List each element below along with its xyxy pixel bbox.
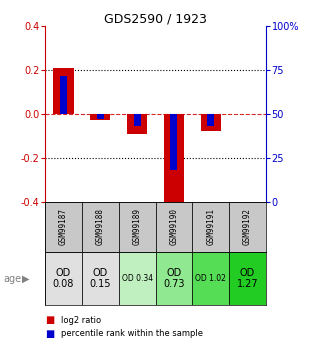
Bar [90,114,110,120]
Text: log2 ratio: log2 ratio [61,316,101,325]
Text: OD
0.08: OD 0.08 [53,268,74,289]
Text: GSM99188: GSM99188 [96,208,105,245]
Text: OD 0.34: OD 0.34 [122,274,153,283]
Bar [164,114,184,208]
Bar [229,252,266,305]
Text: GSM99189: GSM99189 [132,208,142,245]
Text: percentile rank within the sample: percentile rank within the sample [61,329,203,338]
Bar [170,114,178,170]
Bar [229,202,266,252]
Bar [45,202,82,252]
Text: GSM99192: GSM99192 [243,208,252,245]
Text: OD
0.73: OD 0.73 [163,268,185,289]
Text: OD
1.27: OD 1.27 [237,268,258,289]
Bar [97,114,104,119]
Bar [45,252,82,305]
Text: GSM99190: GSM99190 [169,208,179,245]
Bar [82,202,119,252]
Text: ■: ■ [45,329,54,338]
Text: GSM99187: GSM99187 [59,208,68,245]
Bar [60,77,67,114]
Bar [156,202,192,252]
Text: ■: ■ [45,315,54,325]
Bar [156,252,192,305]
Text: GSM99191: GSM99191 [206,208,215,245]
Text: ▶: ▶ [22,274,30,284]
Bar [53,68,74,114]
Bar [119,202,156,252]
Text: age: age [3,274,21,284]
Bar [192,202,229,252]
Text: OD 1.02: OD 1.02 [195,274,226,283]
Text: GDS2590 / 1923: GDS2590 / 1923 [104,12,207,25]
Bar [82,252,119,305]
Text: OD
0.15: OD 0.15 [90,268,111,289]
Bar [192,252,229,305]
Bar [133,114,141,126]
Bar [201,114,221,131]
Bar [127,114,147,134]
Bar [207,114,214,126]
Bar [119,252,156,305]
